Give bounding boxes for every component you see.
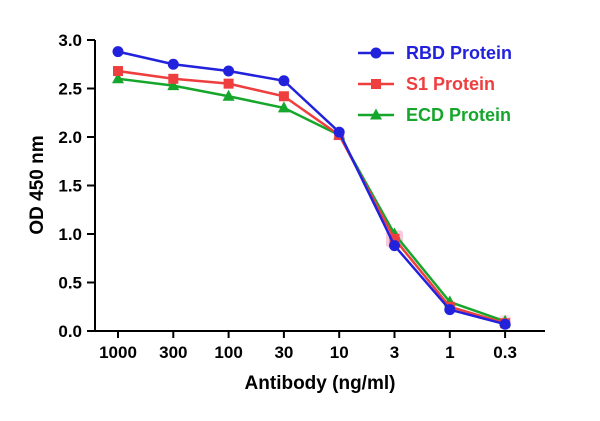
marker-square (389, 233, 400, 244)
marker-circle (333, 126, 345, 138)
y-tick-label: 0.0 (58, 322, 82, 341)
legend-marker-circle (370, 47, 382, 59)
legend-square-icon (358, 79, 394, 89)
legend-circle-icon (358, 47, 394, 59)
x-axis-title: Antibody (ng/ml) (244, 373, 396, 394)
x-tick-label: 300 (159, 343, 187, 362)
marker-square (113, 66, 123, 77)
x-tick-label: 30 (274, 343, 293, 362)
legend-triangle-icon (358, 108, 394, 120)
chart-legend: RBD Protein S1 Protein ECD Protein (356, 44, 512, 124)
marker-circle (278, 75, 290, 87)
marker-circle (389, 240, 400, 252)
marker-triangle (112, 72, 124, 84)
series-line (117, 50, 506, 326)
legend-item-rbd-protein: RBD Protein (356, 44, 512, 62)
legend-label-s1-protein: S1 Protein (406, 74, 496, 94)
x-tick-label: 10 (330, 343, 349, 362)
marker-triangle (167, 79, 180, 91)
marker-triangle (277, 101, 290, 113)
x-tick-label: 0.3 (493, 343, 517, 362)
y-tick-label: 0.5 (58, 274, 82, 293)
series-line (117, 77, 506, 323)
x-tick-label: 1000 (99, 343, 137, 362)
y-tick-label: 1.0 (58, 225, 82, 244)
x-tick-label: 100 (214, 343, 242, 362)
marker-circle (499, 318, 511, 330)
marker-square (168, 73, 179, 84)
legend-item-s1-protein: S1 Protein (356, 75, 512, 93)
x-tick-label: 1 (445, 343, 454, 362)
legend-label-ecd-protein: ECD Protein (406, 105, 512, 125)
legend-marker-square (371, 79, 381, 89)
marker-square (278, 91, 289, 102)
marker-triangle (222, 89, 235, 101)
y-tick-label: 1.5 (58, 177, 82, 196)
marker-circle (444, 304, 456, 316)
marker-circle (112, 46, 124, 58)
y-tick-label: 2.5 (58, 80, 82, 99)
marker-square (223, 78, 234, 89)
y-axis-title: OD 450 nm (27, 135, 48, 235)
y-tick-label: 3.0 (58, 31, 82, 50)
marker-circle (223, 65, 235, 77)
legend-label-rbd-protein: RBD Protein (406, 43, 513, 63)
series-line (117, 69, 506, 325)
x-tick-label: 3 (390, 343, 399, 362)
marker-circle (167, 58, 179, 70)
legend-marker-triangle (370, 108, 382, 120)
y-tick-label: 2.0 (58, 128, 82, 147)
legend-item-ecd-protein: ECD Protein (356, 106, 512, 124)
